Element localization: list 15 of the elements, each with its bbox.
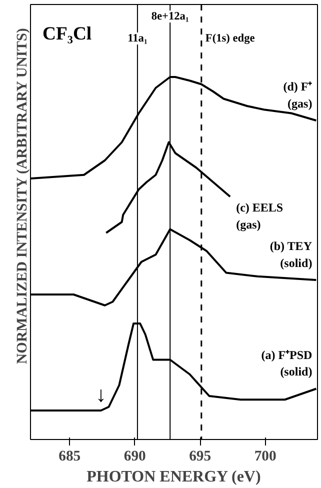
x-tick-label: 690 — [124, 448, 146, 464]
x-tick-label: 700 — [254, 448, 276, 464]
y-axis-title: NORMALIZED INTENSITY (ARBITRARY UNITS) — [14, 28, 30, 364]
x-axis-title: PHOTON ENERGY (eV) — [86, 468, 261, 486]
series-label: (a) F⁺PSD (solid) — [261, 348, 313, 379]
ref-line-label: 8e+12a₁ — [151, 10, 189, 22]
text: CF₃Cl — [42, 24, 92, 44]
series-label: (d) F⁺ (gas) — [283, 80, 312, 110]
x-tick-label: 685 — [58, 448, 81, 464]
ref-line-label: F(1s) edge — [205, 32, 255, 44]
series-label: (b) TEY (solid) — [270, 239, 312, 270]
annotation: ↓ — [96, 382, 106, 406]
x-tick-label: 695 — [189, 448, 212, 464]
ref-line-label: 11a₁ — [128, 32, 148, 44]
series-label: (c) EELS (gas) — [236, 200, 284, 232]
